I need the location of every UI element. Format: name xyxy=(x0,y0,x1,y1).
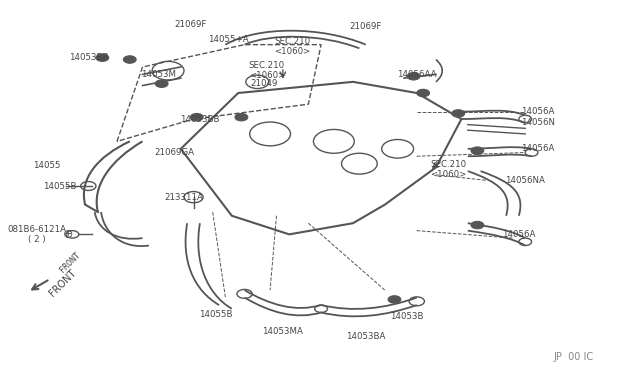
Circle shape xyxy=(388,296,401,303)
Text: FRONT: FRONT xyxy=(47,268,78,299)
Text: 14055B: 14055B xyxy=(199,310,232,319)
Circle shape xyxy=(124,56,136,63)
Text: 14053B: 14053B xyxy=(390,312,424,321)
Text: 14053BB: 14053BB xyxy=(68,53,108,62)
Text: FRONT: FRONT xyxy=(58,250,82,274)
Text: 14056AA: 14056AA xyxy=(397,70,436,79)
Text: JP  00 IC: JP 00 IC xyxy=(553,352,593,362)
Text: 14053M: 14053M xyxy=(141,70,176,79)
Text: 14053BB: 14053BB xyxy=(180,115,220,124)
Circle shape xyxy=(471,147,484,154)
Text: ⊕: ⊕ xyxy=(63,228,74,241)
Text: 21069F: 21069F xyxy=(174,20,207,29)
Text: 14056A: 14056A xyxy=(521,107,555,116)
Text: 213311A: 213311A xyxy=(164,193,204,202)
Circle shape xyxy=(235,113,248,121)
Circle shape xyxy=(407,73,420,80)
Circle shape xyxy=(471,221,484,229)
Text: 14056A: 14056A xyxy=(521,144,555,153)
Text: 14055: 14055 xyxy=(33,161,61,170)
Text: SEC.210
<1060>: SEC.210 <1060> xyxy=(249,61,285,80)
Text: SEC.210
<1060>: SEC.210 <1060> xyxy=(431,160,467,179)
Text: 21069GA: 21069GA xyxy=(154,148,195,157)
Circle shape xyxy=(452,110,465,117)
Text: 14053BA: 14053BA xyxy=(346,332,385,341)
Text: 14056NA: 14056NA xyxy=(505,176,545,185)
Text: 081B6-6121A
( 2 ): 081B6-6121A ( 2 ) xyxy=(8,225,67,244)
Circle shape xyxy=(190,113,203,121)
Text: 14053MA: 14053MA xyxy=(262,327,303,336)
Text: 14056N: 14056N xyxy=(521,118,555,127)
Text: 14055B: 14055B xyxy=(43,182,76,190)
Circle shape xyxy=(156,80,168,87)
Text: SEC.210
<1060>: SEC.210 <1060> xyxy=(275,37,310,56)
Circle shape xyxy=(417,89,429,97)
Text: 21069F: 21069F xyxy=(349,22,382,31)
Text: 14055+A: 14055+A xyxy=(208,35,249,44)
Text: 14056A: 14056A xyxy=(502,230,536,239)
Text: 21049: 21049 xyxy=(250,79,277,88)
Circle shape xyxy=(96,54,109,61)
